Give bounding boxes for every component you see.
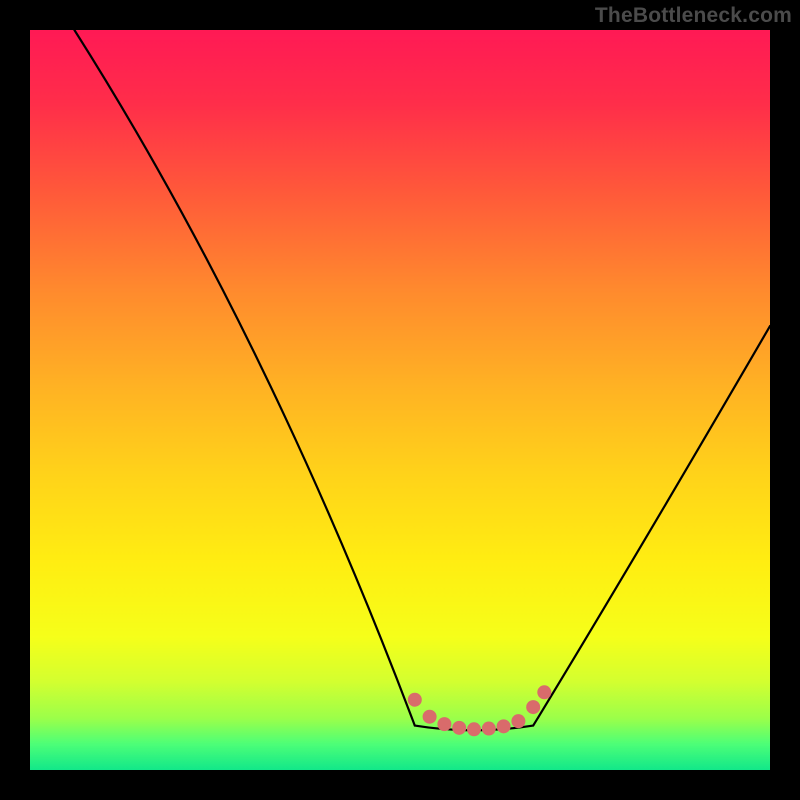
watermark-text: TheBottleneck.com [595, 4, 792, 28]
sweet-spot-dot [526, 700, 540, 714]
sweet-spot-dot [482, 722, 496, 736]
sweet-spot-dot [497, 719, 511, 733]
sweet-spot-dot [452, 721, 466, 735]
sweet-spot-dot [408, 693, 422, 707]
sweet-spot-dot [423, 710, 437, 724]
sweet-spot-dot [511, 714, 525, 728]
plot-area [30, 30, 770, 770]
sweet-spot-dot [437, 717, 451, 731]
curve-layer [30, 30, 770, 770]
sweet-spot-dot [537, 685, 551, 699]
chart-container: TheBottleneck.com [0, 0, 800, 800]
sweet-spot-dot [467, 722, 481, 736]
bottleneck-curve [74, 30, 770, 730]
